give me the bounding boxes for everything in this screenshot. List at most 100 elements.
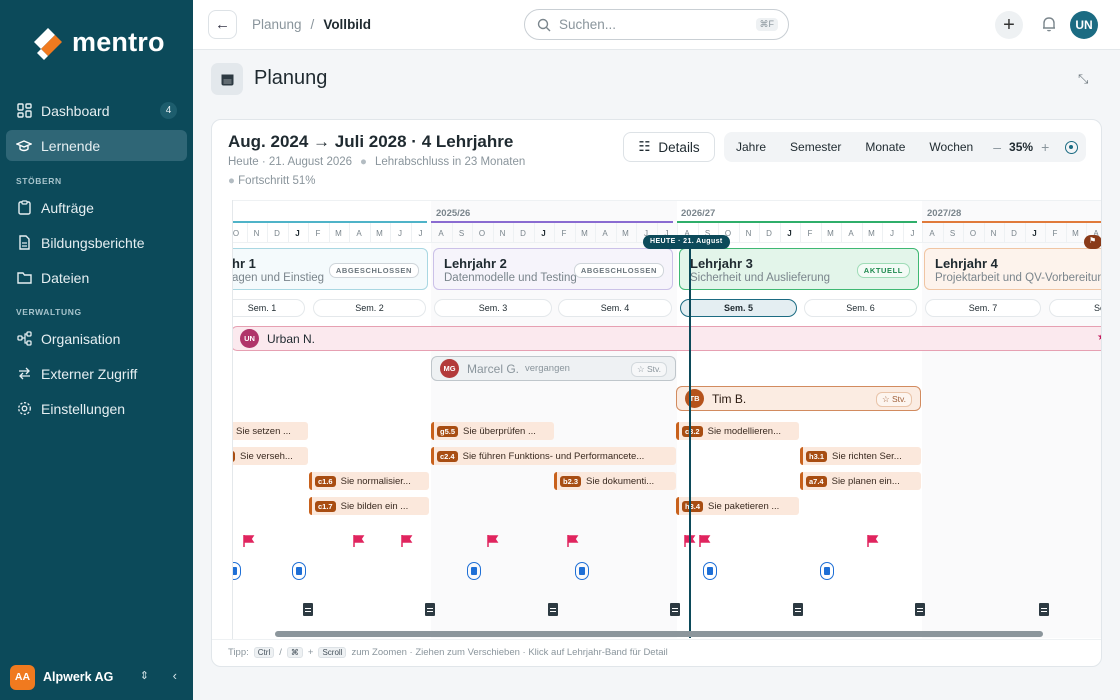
collapse-sidebar-icon[interactable]: ‹	[172, 668, 177, 683]
back-button[interactable]: ←	[208, 10, 237, 39]
task-bar[interactable]: g5.5 Sie überprüfen ...	[431, 422, 554, 440]
breadcrumb-parent[interactable]: Planung	[252, 17, 302, 32]
task-bar[interactable]: h3.4 Sie paketieren ...	[676, 497, 799, 515]
month-label: N	[499, 229, 506, 238]
task-bar[interactable]: b2.3 Sie dokumenti...	[554, 472, 676, 490]
document-icon[interactable]	[303, 603, 313, 616]
person-row-tim[interactable]: TB Tim B. ☆ Stv.	[676, 386, 921, 411]
semester-pill[interactable]: Sem. 4	[558, 299, 672, 317]
exit-fullscreen-icon[interactable]: ⤡	[1078, 71, 1089, 86]
zoom-out-button[interactable]: –	[993, 139, 1002, 155]
task-code: b2.3	[560, 475, 582, 487]
task-bar[interactable]: c1.7 Sie bilden ein ...	[309, 497, 429, 515]
year-band-4[interactable]: Lehrjahr 4 Projektarbeit und QV-Vorberei…	[924, 248, 1101, 290]
center-today-icon[interactable]	[1065, 140, 1079, 154]
task-code: g5.5	[437, 425, 459, 437]
avatar: UN	[240, 329, 259, 348]
person-row-urban[interactable]: UN Urban N. ★	[233, 326, 1101, 351]
year-band-2[interactable]: Lehrjahr 2 Datenmodelle und Testing ABGE…	[433, 248, 673, 290]
month-label: M	[581, 229, 588, 238]
sidebar-item-lernende[interactable]: Lernende	[6, 130, 187, 161]
semester-pill[interactable]: Sem. 7	[925, 299, 1041, 317]
milestone-flag-icon[interactable]	[242, 534, 256, 548]
year-line-1	[233, 221, 427, 223]
person-row-marcel[interactable]: MG Marcel G. vergangen ☆ Stv.	[431, 356, 676, 381]
user-avatar[interactable]: UN	[1070, 11, 1098, 39]
month-label: M	[1072, 229, 1079, 238]
report-clip-icon[interactable]	[467, 562, 481, 580]
report-clip-icon[interactable]	[703, 562, 717, 580]
semester-pill-current[interactable]: Sem. 5	[680, 299, 797, 317]
logo[interactable]: mentro	[30, 24, 165, 60]
semester-pill[interactable]: Sem. 2	[313, 299, 426, 317]
page-title: Planung	[254, 67, 328, 89]
sidebar-item-bildungsberichte[interactable]: Bildungsberichte	[6, 227, 187, 258]
milestone-flag-icon[interactable]	[698, 534, 712, 548]
milestone-flag-icon[interactable]	[352, 534, 366, 548]
month-separator	[718, 223, 719, 243]
month-separator	[1004, 223, 1005, 243]
semester-pill[interactable]: Sem. 1	[233, 299, 305, 317]
sidebar-item-dateien[interactable]: Dateien	[6, 262, 187, 293]
milestone-flag-icon[interactable]	[400, 534, 414, 548]
avatar: TB	[685, 389, 704, 408]
year-band-1[interactable]: hr 1 agen und Einstieg ABGESCHLOSSEN	[233, 248, 428, 290]
timeline[interactable]: 2025/26 2026/27 2027/28 O N D J F M A M J J A S O N D J…	[233, 200, 1101, 638]
today-line	[689, 241, 691, 638]
milestone-flag-icon[interactable]	[486, 534, 500, 548]
bell-icon[interactable]	[1040, 15, 1058, 33]
semester-pill[interactable]: Sem. 6	[804, 299, 917, 317]
zoom-years-button[interactable]: Jahre	[736, 140, 767, 154]
task-bar[interactable]: c2.4 Sie führen Funktions- und Performanc…	[431, 447, 676, 465]
document-icon[interactable]	[425, 603, 435, 616]
zoom-weeks-button[interactable]: Wochen	[929, 140, 974, 154]
horizontal-scrollbar[interactable]	[275, 631, 1043, 637]
task-bar[interactable]: a7.4 Sie planen ein...	[800, 472, 921, 490]
document-icon[interactable]	[1039, 603, 1049, 616]
zoom-months-button[interactable]: Monate	[865, 140, 906, 154]
zoom-semester-button[interactable]: Semester	[790, 140, 842, 154]
task-label: Sie paketieren ...	[708, 500, 780, 512]
plus-icon: +	[1003, 13, 1015, 36]
org-switcher[interactable]: AA Alpwerk AG ⇕ ‹	[10, 664, 183, 690]
folder-icon	[16, 270, 32, 286]
kbd-scroll: Scroll	[318, 647, 347, 658]
milestone-flag-icon[interactable]	[566, 534, 580, 548]
zoom-in-button[interactable]: +	[1041, 139, 1050, 155]
year-label: 2025/26	[436, 208, 471, 219]
milestone-flag-icon[interactable]	[866, 534, 880, 548]
year-band-3[interactable]: Lehrjahr 3 Sicherheit und Auslieferung A…	[679, 248, 919, 290]
document-icon[interactable]	[670, 603, 680, 616]
report-clip-icon[interactable]	[292, 562, 306, 580]
sidebar-item-auftraege[interactable]: Aufträge	[6, 192, 187, 223]
task-bar[interactable]: ‎ Sie verseh...	[233, 447, 308, 465]
person-status: vergangen	[525, 363, 570, 374]
add-button[interactable]: +	[995, 11, 1023, 39]
details-button[interactable]: ☷ Details	[623, 132, 715, 162]
report-clip-icon[interactable]	[820, 562, 834, 580]
month-label: A	[1093, 229, 1099, 238]
task-bar[interactable]: c1.6 Sie normalisier...	[309, 472, 429, 490]
sidebar-item-organisation[interactable]: Organisation	[6, 323, 187, 354]
task-label: Sie führen Funktions- und Performancete.…	[462, 450, 645, 462]
sidebar-item-externer-zugriff[interactable]: Externer Zugriff	[6, 358, 187, 389]
flag-marker-badge: ⚑	[1084, 235, 1101, 249]
usage-tip: Tipp: Ctrl / ⌘ + Scroll zum Zoomen · Zie…	[228, 647, 668, 658]
task-bar[interactable]: c3.2 Sie modellieren...	[676, 422, 799, 440]
semester-pill[interactable]: Se	[1049, 299, 1101, 317]
chevron-updown-icon[interactable]: ⇕	[139, 670, 149, 682]
breadcrumb-separator: /	[310, 17, 315, 32]
semester-pill[interactable]: Sem. 3	[434, 299, 552, 317]
sidebar-item-einstellungen[interactable]: Einstellungen	[6, 393, 187, 424]
month-separator	[595, 223, 596, 243]
document-icon[interactable]	[548, 603, 558, 616]
learners-icon	[16, 138, 32, 154]
sidebar-item-dashboard[interactable]: Dashboard 4	[6, 95, 187, 126]
task-bar[interactable]: h3.1 Sie richten Ser...	[800, 447, 921, 465]
year-line-4	[922, 221, 1101, 223]
document-icon[interactable]	[793, 603, 803, 616]
search-input[interactable]: Suchen... ⌘F	[524, 9, 789, 40]
task-bar[interactable]: Sie setzen ...	[233, 422, 308, 440]
report-clip-icon[interactable]	[575, 562, 589, 580]
document-icon[interactable]	[915, 603, 925, 616]
